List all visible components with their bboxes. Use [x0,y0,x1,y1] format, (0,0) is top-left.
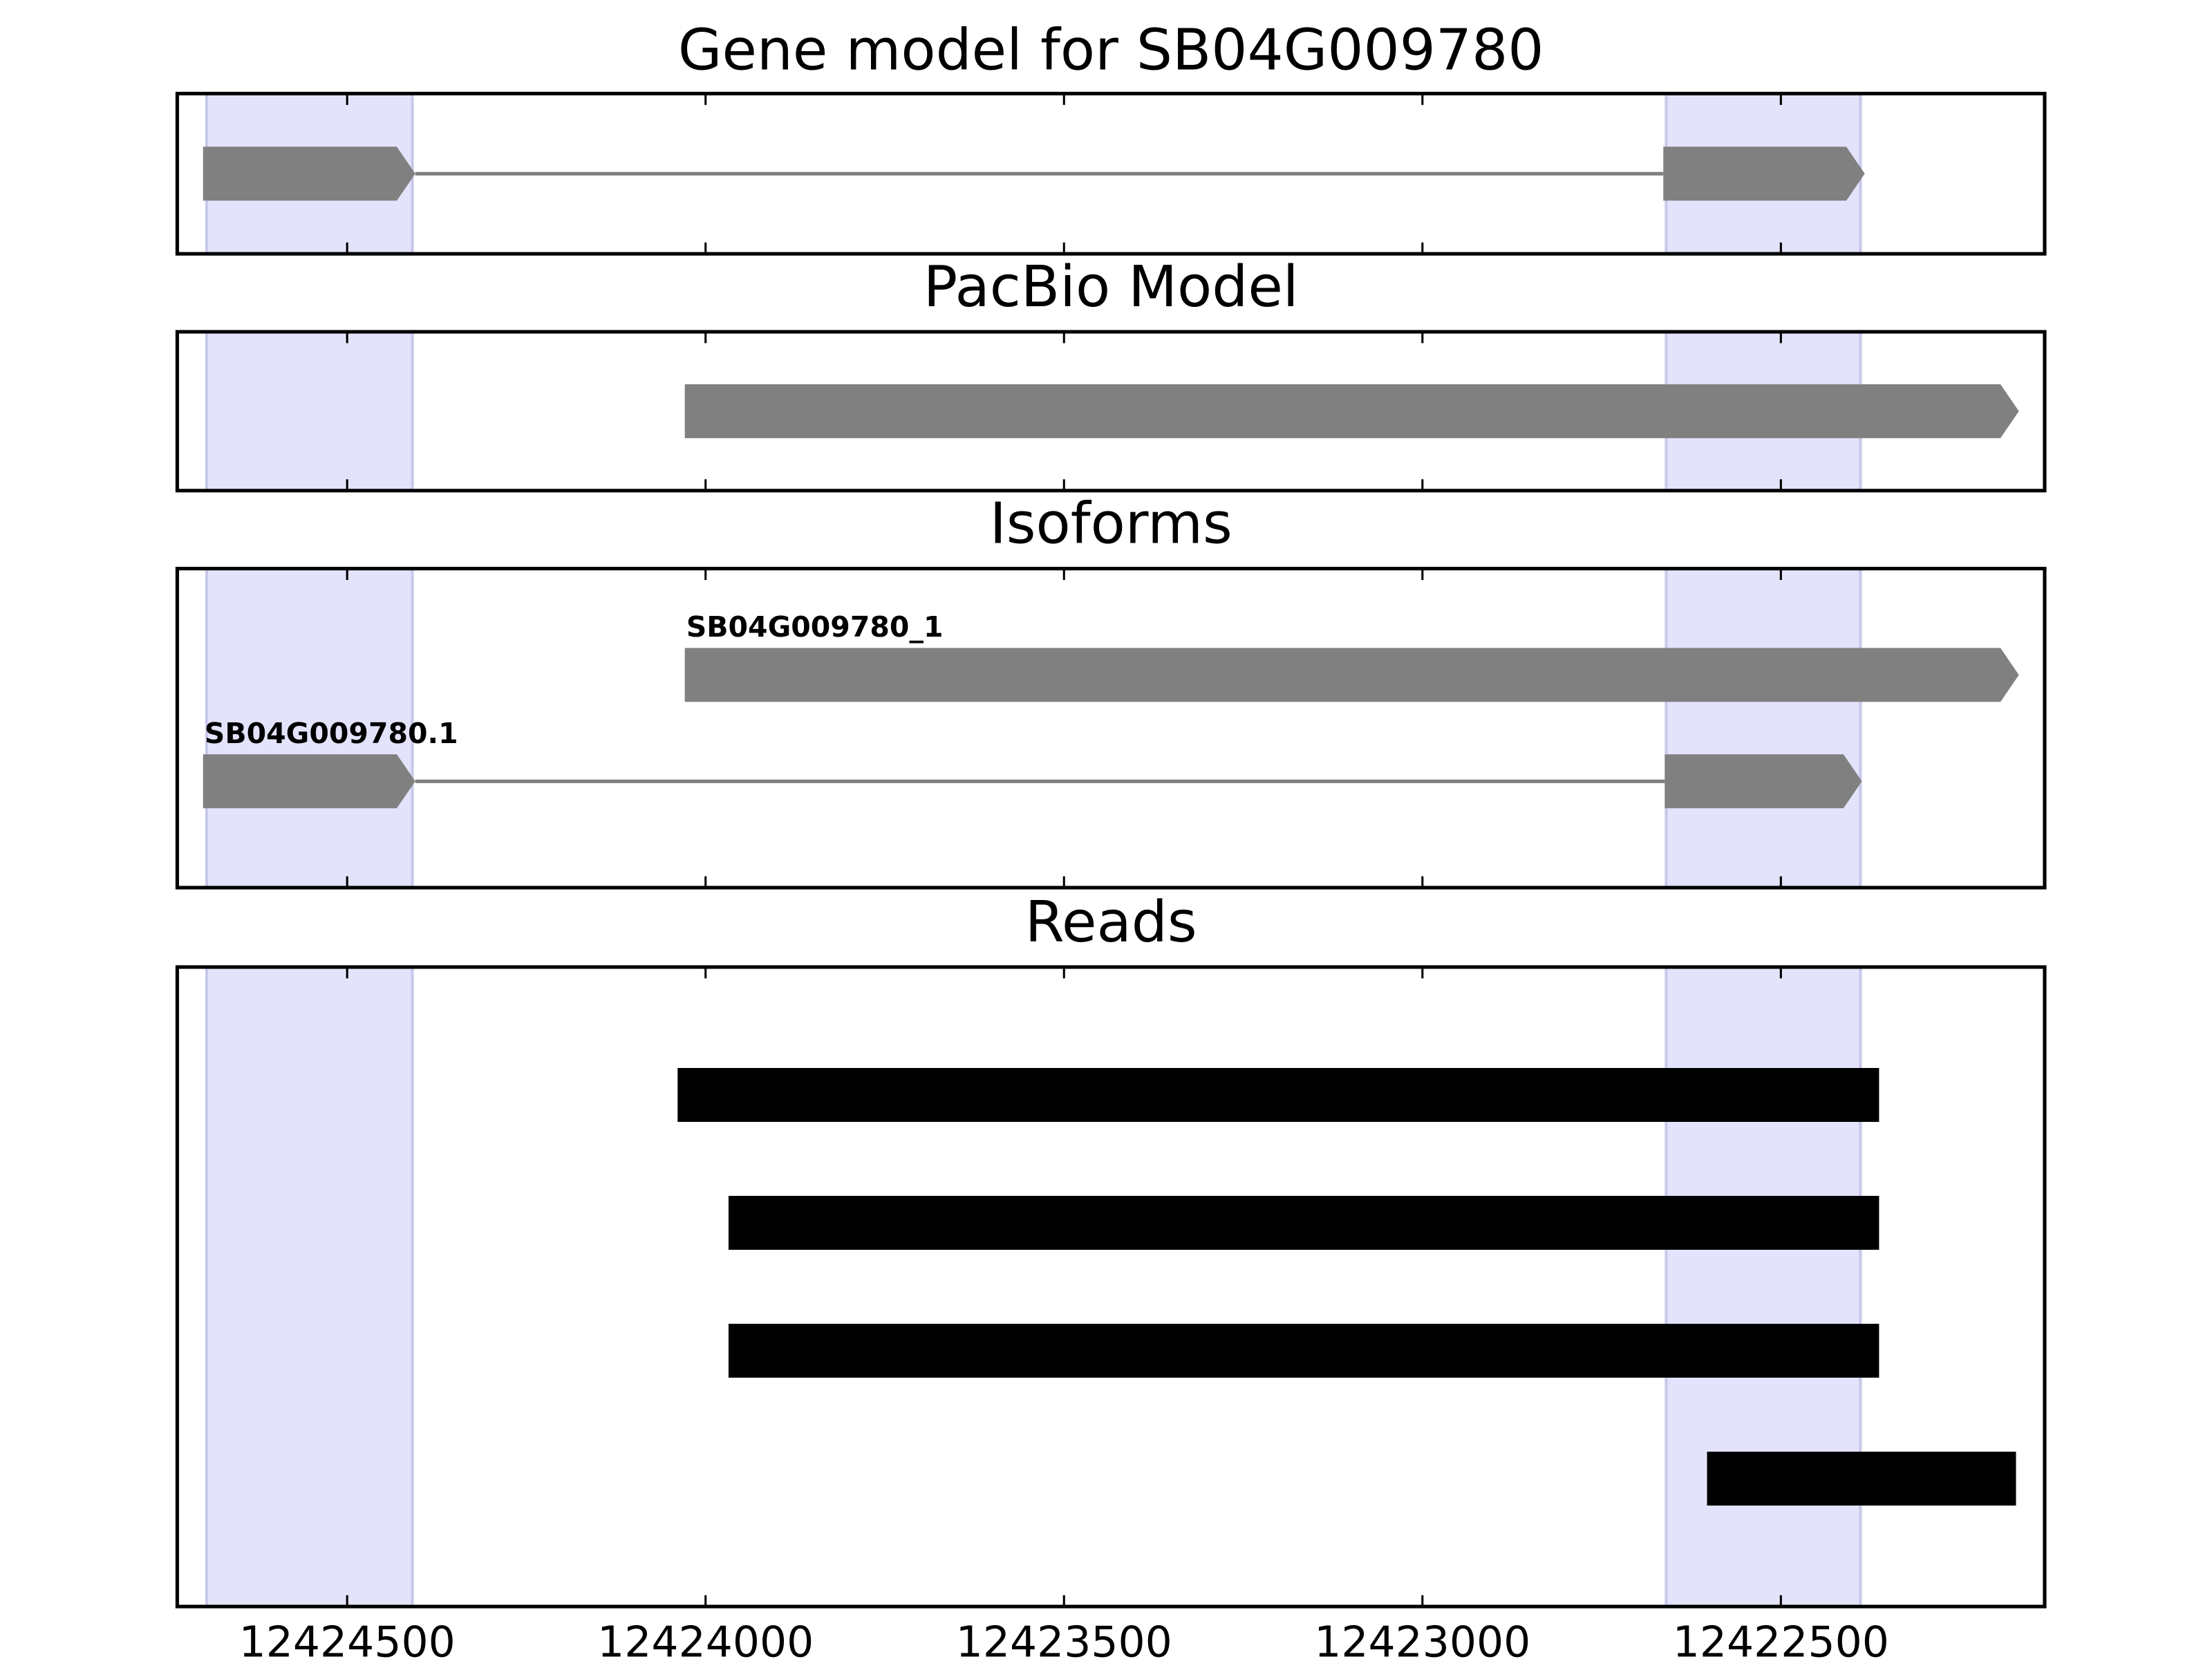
exon [1707,1452,2016,1506]
exon [203,147,415,201]
highlight-region [205,965,414,1609]
axes-frame [175,965,2047,1609]
exon [1665,754,1862,809]
highlight-region [205,330,414,492]
highlight-region [205,567,414,890]
exon [728,1324,1880,1378]
highlight-region [1665,965,1862,1609]
x-tick-label: 12423500 [956,1618,1172,1659]
isoform-label: SB04G009780_1 [686,610,944,644]
x-tick-label: 12424500 [239,1618,456,1659]
panel-title: PacBio Model [924,254,1299,320]
x-tick-label: 12422500 [1673,1618,1889,1659]
x-tick-label: 12424000 [597,1618,814,1659]
axes-frame [175,567,2047,890]
exon [677,1068,1880,1122]
highlight-region [1665,567,1862,890]
panel-title: Reads [1025,890,1197,955]
isoform-label: SB04G009780.1 [205,717,458,750]
exon [728,1196,1880,1250]
x-tick-label: 12423000 [1314,1618,1530,1659]
axes-frame [175,330,2047,493]
exon [684,648,2019,702]
panel-title: Isoforms [990,491,1232,557]
exon [684,384,2019,438]
exon [1663,147,1865,201]
panel-title: Gene model for SB04G009780 [678,17,1544,83]
axes-frame [175,91,2047,256]
exon [203,754,415,809]
